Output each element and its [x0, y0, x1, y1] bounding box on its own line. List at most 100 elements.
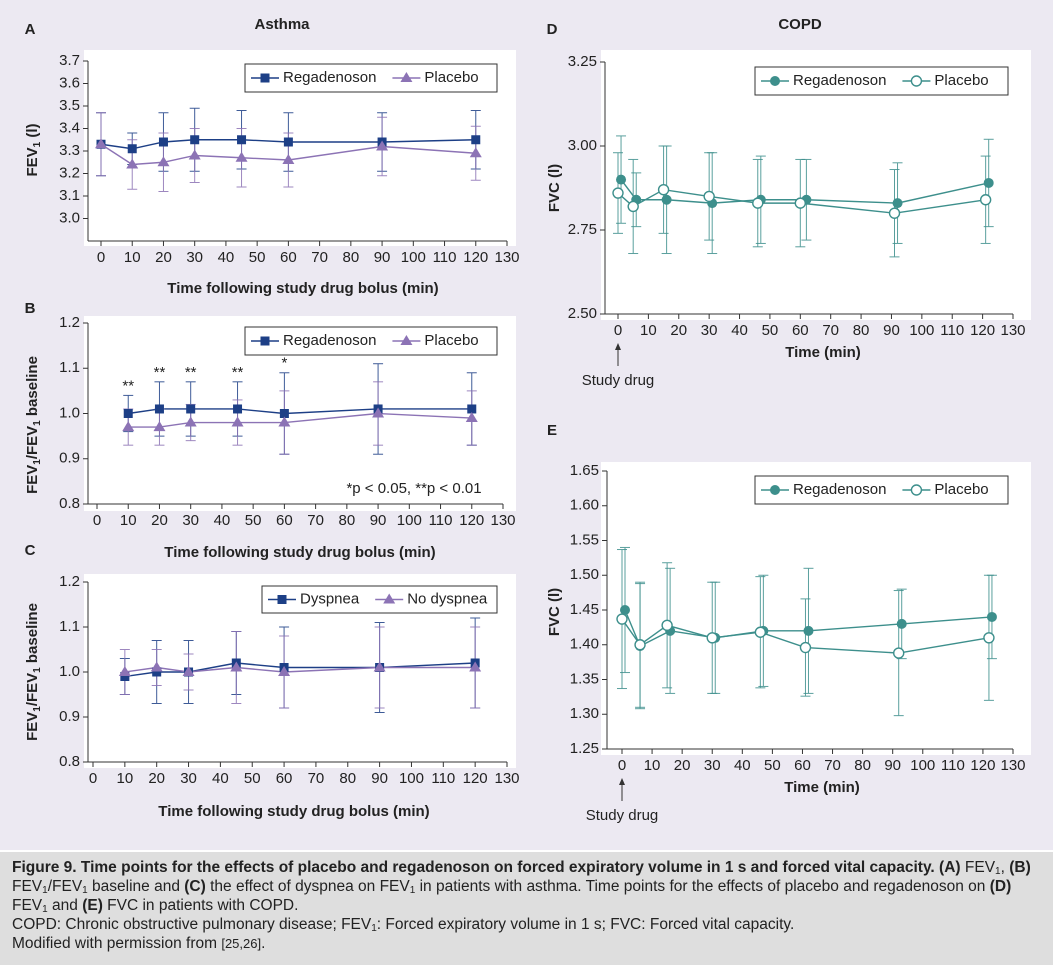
note: *p < 0.05, **p < 0.01	[346, 480, 481, 497]
y-axis-label-run: FEV	[24, 465, 41, 494]
marker	[657, 183, 670, 196]
marker	[122, 421, 135, 432]
y-tick-label: 3.25	[568, 53, 597, 70]
marker	[123, 409, 133, 418]
x-tick-label: 50	[764, 757, 781, 774]
marker	[979, 194, 992, 206]
y-tick-label: 1.55	[570, 531, 599, 548]
x-tick-label: 70	[307, 512, 324, 529]
x-axis-label: Time following study drug bolus (min)	[164, 544, 435, 561]
x-tick-label: 120	[463, 770, 488, 787]
legend	[754, 475, 1009, 505]
marker	[799, 641, 812, 654]
caption-run: Modified with permission from	[12, 935, 222, 952]
marker	[469, 661, 482, 672]
x-tick-label: 80	[339, 770, 356, 787]
y-tick-label: 0.9	[59, 450, 80, 467]
marker	[469, 147, 482, 158]
marker	[260, 73, 270, 83]
x-tick-label: 40	[731, 322, 748, 339]
marker	[282, 154, 295, 164]
marker	[182, 666, 195, 676]
x-tick-label: 10	[117, 770, 134, 787]
x-tick-label: 60	[280, 249, 297, 266]
y-axis-label: FEV1 (l)	[24, 123, 43, 176]
y-tick-label: 3.00	[568, 137, 597, 154]
caption-run: COPD: Chronic obstructive pulmonary dise…	[12, 916, 372, 933]
y-tick-label: 3.6	[59, 74, 80, 91]
marker	[190, 135, 200, 145]
plot-area	[601, 462, 1031, 755]
y-tick-label: 1.0	[59, 663, 80, 680]
y-tick-label: 1.40	[570, 636, 599, 653]
legend-label: Regadenoson	[283, 332, 376, 349]
x-tick-label: 120	[970, 757, 995, 774]
marker	[400, 335, 413, 345]
x-tick-label: 60	[276, 770, 293, 787]
panel-letter: A	[25, 21, 36, 38]
y-axis-label-run: FVC (l)	[546, 164, 563, 212]
caption-sub: 1	[371, 923, 377, 934]
x-tick-label: 10	[640, 322, 657, 339]
marker	[120, 672, 130, 681]
y-tick-label: 1.50	[570, 566, 599, 583]
marker	[376, 140, 389, 151]
significance-mark: **	[185, 364, 197, 381]
x-tick-label: 110	[431, 770, 455, 787]
x-tick-label: 120	[463, 249, 488, 266]
marker	[186, 404, 196, 414]
chart-title: Asthma	[254, 16, 310, 33]
significance-mark: **	[122, 377, 134, 394]
x-tick-label: 100	[401, 249, 426, 266]
marker	[627, 200, 639, 213]
y-tick-label: 1.45	[570, 601, 599, 618]
marker	[703, 190, 715, 203]
y-tick-label: 3.3	[59, 142, 80, 159]
x-tick-label: 70	[824, 757, 841, 774]
caption-run: baseline and	[87, 878, 185, 895]
x-tick-label: 80	[854, 757, 871, 774]
x-axis-label: Time following study drug bolus (min)	[167, 280, 438, 297]
marker	[616, 174, 627, 185]
y-axis-label-sub: 1	[32, 420, 43, 426]
marker	[95, 138, 107, 149]
marker	[896, 618, 907, 629]
x-tick-label: 20	[670, 322, 687, 339]
x-tick-label: 20	[148, 770, 165, 787]
caption-text: Modified with permission from [25,26].	[12, 934, 1041, 953]
y-axis-label-sub: 1	[32, 459, 43, 465]
arrow-head	[615, 343, 621, 350]
x-tick-label: 90	[374, 249, 391, 266]
annotation: Study drug	[582, 372, 655, 389]
x-tick-label: 50	[762, 322, 779, 339]
y-tick-label: 1.0	[59, 404, 80, 421]
y-tick-label: 2.50	[568, 305, 597, 322]
marker	[158, 137, 168, 147]
caption-ref: (D)	[989, 878, 1012, 895]
marker	[616, 613, 628, 625]
marker	[471, 135, 481, 145]
x-tick-label: 30	[180, 770, 197, 787]
x-tick-label: 50	[249, 249, 266, 266]
legend-label: Regadenoson	[283, 69, 376, 86]
y-axis-label-run: /FEV	[24, 673, 41, 706]
marker	[910, 75, 923, 87]
marker	[152, 667, 162, 677]
y-axis-label: FEV1/FEV1 baseline	[24, 356, 43, 494]
x-tick-label: 70	[308, 770, 325, 787]
legend	[754, 66, 1009, 96]
caption-run: FEV	[960, 859, 996, 876]
chart-title: COPD	[778, 16, 822, 33]
marker	[153, 421, 166, 432]
marker	[467, 404, 477, 414]
x-tick-label: 130	[494, 770, 519, 787]
marker	[892, 198, 903, 209]
marker	[794, 197, 807, 209]
legend	[244, 326, 498, 356]
caption-text: Figure 9. Time points for the effects of…	[12, 858, 1041, 915]
y-axis-label: FEV1/FEV1 baseline	[24, 603, 43, 741]
marker	[983, 632, 995, 644]
x-axis-label: Time (min)	[784, 779, 860, 796]
marker	[230, 661, 243, 672]
marker	[661, 619, 673, 631]
